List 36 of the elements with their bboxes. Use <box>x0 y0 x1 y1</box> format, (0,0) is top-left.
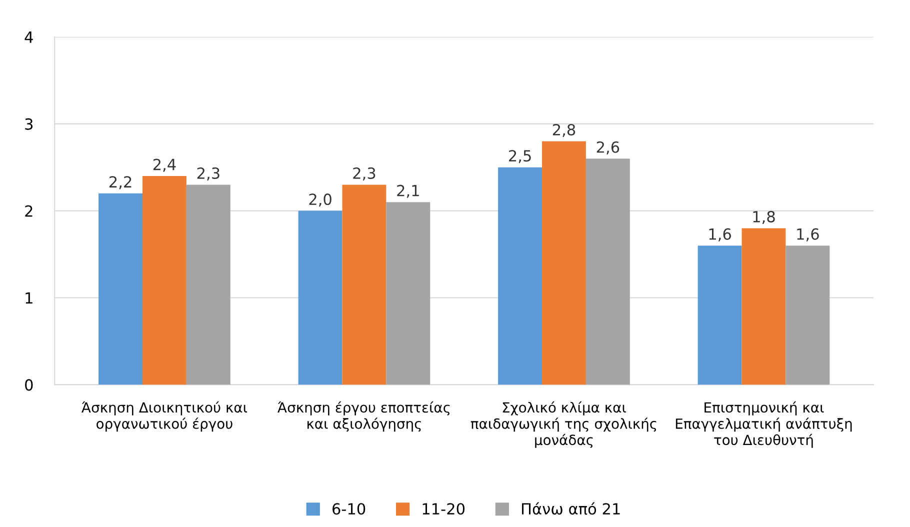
data-label: 2,3 <box>353 167 376 181</box>
data-label: 1,8 <box>753 210 775 224</box>
data-label: 2,5 <box>509 150 531 164</box>
data-label: 2,0 <box>309 194 332 207</box>
bar <box>298 210 342 385</box>
data-label: 2,4 <box>153 158 176 172</box>
x-tick-label: Άσκηση έργου εποπτείας και αξιολόγησης <box>278 401 450 432</box>
bar <box>586 158 630 385</box>
bar <box>342 184 386 385</box>
data-label: 1,6 <box>797 228 819 242</box>
x-tick-label: Επιστημονική και Επαγγελματική ανάπτυξη του Διευθυντή <box>676 401 852 448</box>
bar <box>386 202 430 385</box>
y-tick-label: 4 <box>24 32 33 43</box>
bar <box>786 246 830 385</box>
bar <box>698 246 742 385</box>
data-label: 2,3 <box>197 167 220 181</box>
y-tick-label: 0 <box>25 379 33 391</box>
bar <box>186 184 230 385</box>
y-tick-label: 1 <box>26 292 32 304</box>
x-tick-label: Σχολικό κλίμα και παιδαγωγική της σχολικής μονάδας <box>470 401 656 448</box>
data-label: 2,6 <box>596 141 620 154</box>
legend-label: 11-20 <box>422 503 465 515</box>
legend-label: Πάνω από 21 <box>522 502 620 515</box>
data-label: 1,6 <box>709 228 731 242</box>
bar <box>498 167 542 385</box>
y-tick-label: 2 <box>25 205 32 217</box>
bar <box>142 176 186 385</box>
data-label: 2,2 <box>109 176 132 190</box>
y-tick-label: 3 <box>25 118 33 130</box>
data-label: 2,8 <box>552 124 576 138</box>
bar <box>98 193 142 385</box>
bar <box>542 141 586 385</box>
x-tick-label: Άσκηση Διοικητικού και οργανωτικού έργου <box>82 401 248 432</box>
bar <box>742 228 786 385</box>
legend-label: 6-10 <box>332 503 366 515</box>
data-label: 2,1 <box>397 184 419 198</box>
